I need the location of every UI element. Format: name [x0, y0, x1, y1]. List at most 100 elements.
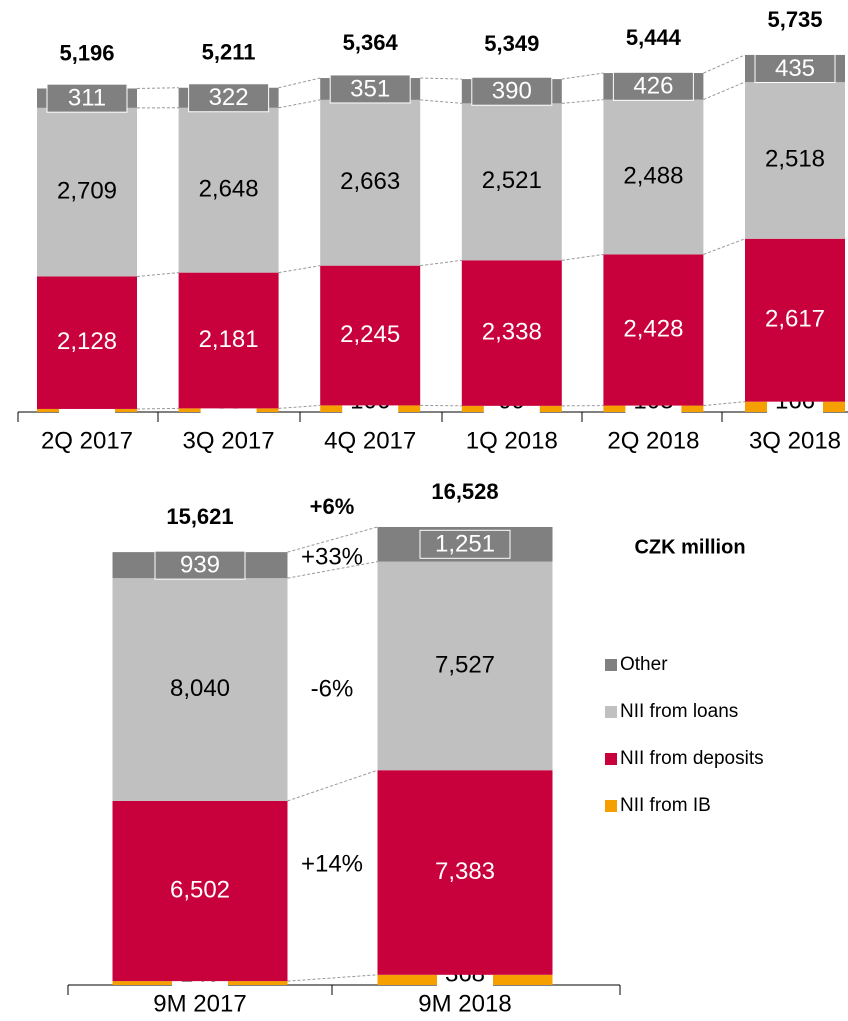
value-label: 2,663	[340, 168, 400, 195]
value-label: 939	[180, 551, 220, 578]
connector	[287, 526, 378, 553]
value-label: 7,527	[435, 651, 495, 678]
connector	[703, 401, 746, 407]
bar-segment	[37, 107, 137, 277]
value-label: 7,383	[435, 858, 495, 885]
total-label: 5,364	[343, 30, 399, 55]
subtitle: CZK million	[634, 536, 745, 558]
connector	[287, 974, 378, 982]
value-label: 2,518	[765, 146, 825, 173]
value-label: 8,040	[170, 675, 230, 702]
label-box	[154, 550, 246, 580]
bar-segment	[603, 99, 704, 255]
x-tick-label: 3Q 2017	[183, 427, 275, 454]
bar-segment	[37, 276, 137, 409]
bar-segment	[112, 800, 288, 982]
legend-label: Other	[620, 654, 668, 675]
connector	[561, 72, 604, 80]
value-label: 2,617	[765, 306, 825, 333]
annotation: -6%	[311, 675, 354, 702]
bar-segment	[178, 107, 279, 273]
bar-segment	[377, 561, 553, 771]
value-label: 2,245	[340, 321, 400, 348]
legend-label: NII from deposits	[620, 748, 764, 769]
label-box	[329, 74, 411, 104]
x-tick-label: 2Q 2017	[41, 427, 133, 454]
connector	[561, 253, 604, 261]
bar-segment	[320, 265, 421, 406]
value-label: 426	[633, 73, 673, 100]
x-tick-label: 1Q 2018	[466, 427, 558, 454]
connector	[703, 238, 746, 255]
total-label: 5,196	[59, 40, 114, 65]
bar-segment	[461, 260, 562, 406]
total-label: 5,211	[202, 39, 256, 64]
legend-swatch	[605, 659, 617, 671]
annotation: +14%	[301, 850, 363, 877]
label-box	[46, 83, 128, 113]
total-label: 5,735	[767, 7, 822, 32]
total-label: 5,444	[626, 25, 682, 50]
annotation: +33%	[301, 543, 363, 570]
value-label: 2,428	[623, 315, 683, 342]
connector	[420, 259, 462, 267]
value-label: 311	[68, 85, 106, 112]
x-tick-label: 4Q 2017	[324, 427, 416, 454]
x-tick-label: 9M 2017	[153, 990, 246, 1017]
connector	[287, 769, 378, 802]
total-label: 15,621	[166, 504, 233, 529]
label-box	[754, 53, 836, 83]
value-label: 2,488	[623, 162, 683, 189]
legend-swatch	[605, 706, 617, 718]
x-tick-label: 3Q 2018	[749, 427, 841, 454]
connector	[561, 99, 604, 104]
value-label: 1,251	[435, 531, 495, 558]
connector	[136, 87, 179, 89]
bar-segment	[178, 272, 279, 409]
legend-swatch	[605, 800, 617, 812]
label-box	[471, 76, 553, 106]
connector	[703, 81, 746, 101]
connector	[278, 77, 321, 89]
connector	[136, 272, 179, 277]
bar-segment	[745, 82, 845, 239]
connector	[420, 99, 462, 104]
connector	[287, 561, 378, 579]
value-label: 351	[350, 75, 390, 102]
value-label: 390	[492, 78, 532, 105]
label-box	[612, 71, 694, 101]
label-box	[419, 529, 511, 559]
annotation: +6%	[310, 494, 355, 519]
value-label: 2,338	[482, 318, 542, 345]
value-label: 2,181	[199, 326, 259, 353]
x-tick-label: 2Q 2018	[607, 427, 699, 454]
bar-segment	[603, 254, 704, 406]
legend-label: NII from loans	[620, 701, 738, 722]
value-label: 2,648	[199, 176, 259, 203]
value-label: 2,709	[57, 178, 117, 205]
connector	[278, 99, 321, 109]
bar-segment	[461, 103, 562, 261]
connector	[278, 265, 321, 274]
connector	[278, 404, 321, 409]
connector	[136, 407, 179, 410]
bar-segment	[377, 770, 553, 975]
value-label: 322	[209, 84, 249, 111]
legend-label: NII from IB	[620, 795, 711, 816]
connector	[420, 77, 462, 80]
bar-segment	[112, 578, 288, 801]
legend-swatch	[605, 753, 617, 765]
x-tick-label: 9M 2018	[418, 990, 511, 1017]
connector	[703, 54, 746, 74]
value-label: 2,521	[482, 167, 542, 194]
bar-segment	[745, 238, 845, 402]
label-box	[188, 83, 270, 113]
value-label: 2,128	[57, 328, 117, 355]
value-label: 6,502	[170, 876, 230, 903]
bar-segment	[320, 99, 421, 266]
total-label: 16,528	[431, 479, 498, 504]
total-label: 5,349	[484, 31, 539, 56]
value-label: 435	[775, 55, 815, 82]
